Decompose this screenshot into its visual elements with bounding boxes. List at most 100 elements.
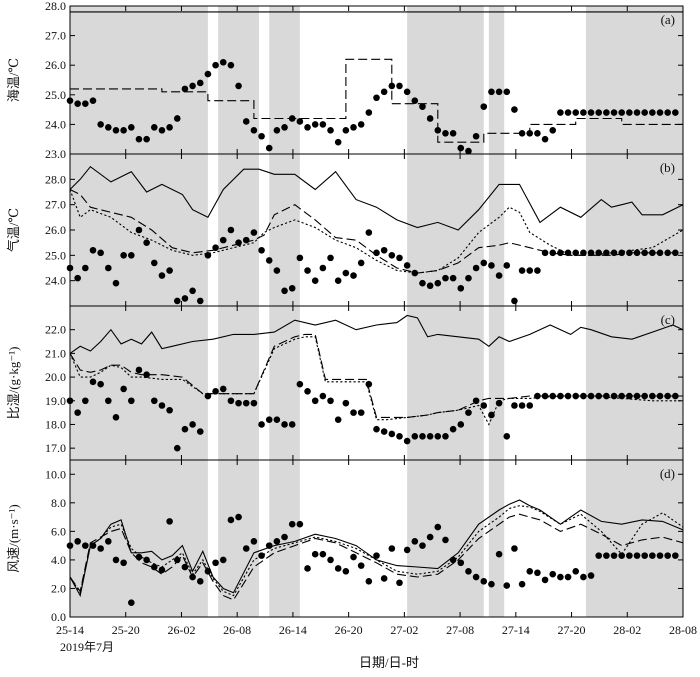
y-tick-label: 23.0 [45, 147, 66, 161]
data-point [449, 425, 457, 433]
x-tick-label: 28-02 [613, 623, 641, 637]
data-point [549, 249, 557, 257]
data-point [534, 569, 541, 577]
data-point [296, 254, 304, 262]
panels: 23.024.025.026.027.028.0(a)海温/℃24.025.02… [6, 0, 684, 624]
data-point [181, 295, 189, 302]
data-point [196, 578, 204, 585]
data-point [327, 254, 334, 262]
data-point [534, 392, 541, 400]
data-point [82, 397, 89, 405]
data-point [135, 226, 143, 234]
data-point [97, 121, 104, 128]
y-tick-label: 8.0 [51, 496, 66, 510]
data-point [419, 103, 426, 110]
data-point [656, 392, 664, 400]
data-point [357, 121, 365, 128]
data-point [112, 279, 120, 287]
y-tick-label: 28.0 [45, 0, 66, 13]
y-axis-label: 气温/℃ [6, 208, 21, 252]
data-point [74, 409, 81, 416]
data-point [610, 552, 618, 559]
data-point [411, 538, 419, 545]
data-point [143, 371, 150, 379]
data-point [518, 267, 526, 274]
data-point [105, 538, 112, 545]
data-point [426, 533, 434, 541]
data-point [196, 297, 204, 305]
data-point [541, 135, 549, 143]
data-point [595, 392, 603, 400]
y-tick-label: 24.0 [45, 117, 66, 131]
data-point [626, 552, 633, 559]
data-point [373, 552, 380, 559]
data-point [472, 264, 480, 272]
data-point [143, 556, 150, 564]
data-point [434, 127, 442, 134]
data-point [388, 252, 396, 259]
data-point [357, 409, 365, 416]
data-point [135, 553, 143, 561]
data-point [281, 421, 288, 428]
data-point [196, 79, 204, 87]
data-point [495, 550, 503, 558]
data-point [327, 397, 334, 405]
x-axis: 25-14 25-20 26-02 26-08 26-14 26-20 27-02 27-08… [56, 623, 697, 654]
data-point [350, 409, 357, 416]
data-point [135, 135, 143, 143]
data-point [105, 397, 112, 405]
data-point [227, 397, 235, 405]
shaded-period [407, 6, 484, 154]
data-point [242, 399, 250, 407]
panel-label: (a) [661, 12, 675, 27]
y-tick-label: 4.0 [51, 553, 66, 567]
data-point [580, 249, 587, 257]
data-point [281, 287, 288, 295]
shaded-period [269, 154, 300, 306]
data-point [311, 121, 319, 128]
shaded-period [488, 6, 505, 154]
series-line-dashed [70, 58, 683, 143]
y-tick-label: 0.0 [51, 610, 66, 624]
data-point [587, 249, 595, 257]
data-point [204, 392, 212, 400]
y-axis-label: 海温/℃ [6, 58, 21, 102]
data-point [442, 274, 449, 282]
x-tick-label: 26-08 [223, 623, 251, 637]
data-point [150, 563, 158, 571]
x-tick-label: 26-14 [279, 623, 307, 637]
data-point [495, 272, 503, 279]
data-point [97, 545, 104, 552]
y-tick-label: 25.0 [45, 248, 66, 262]
data-point [480, 402, 488, 409]
data-point [204, 252, 212, 259]
y-tick-label: 24.0 [45, 274, 66, 288]
data-point [403, 88, 411, 96]
shaded-period [585, 6, 683, 154]
data-point [534, 129, 541, 137]
data-point [572, 249, 580, 257]
data-point [89, 542, 97, 549]
data-point [219, 385, 227, 393]
data-point [242, 545, 250, 552]
data-point [480, 259, 488, 267]
data-point [549, 127, 557, 134]
data-point [480, 578, 488, 585]
data-point [342, 399, 350, 407]
data-point [633, 392, 641, 400]
data-point [465, 147, 472, 155]
data-point [288, 115, 296, 122]
shaded-period [488, 460, 505, 617]
data-point [557, 392, 564, 400]
data-point [541, 392, 549, 400]
data-point [158, 566, 166, 574]
data-point [235, 513, 242, 521]
data-point [388, 545, 396, 552]
data-point [580, 392, 587, 400]
data-point [258, 552, 265, 559]
shaded-period [585, 306, 683, 460]
data-point [212, 61, 219, 69]
data-point [128, 397, 135, 405]
data-point [373, 425, 380, 433]
observation-dots [66, 226, 679, 305]
